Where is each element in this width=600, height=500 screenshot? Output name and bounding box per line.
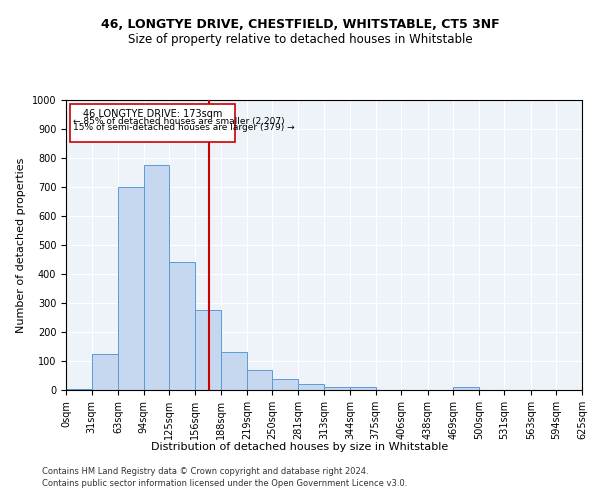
Text: Size of property relative to detached houses in Whitstable: Size of property relative to detached ho… — [128, 32, 472, 46]
Bar — [169, 262, 195, 390]
Bar — [118, 187, 143, 390]
FancyBboxPatch shape — [70, 104, 235, 142]
Text: ← 85% of detached houses are smaller (2,207): ← 85% of detached houses are smaller (2,… — [73, 116, 285, 126]
Bar — [221, 352, 247, 390]
Y-axis label: Number of detached properties: Number of detached properties — [16, 158, 26, 332]
Bar — [272, 380, 298, 390]
Bar — [453, 387, 479, 390]
Bar — [143, 166, 169, 390]
Bar — [350, 387, 376, 390]
Bar — [92, 354, 118, 390]
Bar — [247, 370, 272, 390]
Text: 15% of semi-detached houses are larger (379) →: 15% of semi-detached houses are larger (… — [73, 123, 295, 132]
Text: 46, LONGTYE DRIVE, CHESTFIELD, WHITSTABLE, CT5 3NF: 46, LONGTYE DRIVE, CHESTFIELD, WHITSTABL… — [101, 18, 499, 30]
Text: Distribution of detached houses by size in Whitstable: Distribution of detached houses by size … — [151, 442, 449, 452]
Text: Contains public sector information licensed under the Open Government Licence v3: Contains public sector information licen… — [42, 478, 407, 488]
Bar — [298, 384, 325, 390]
Text: Contains HM Land Registry data © Crown copyright and database right 2024.: Contains HM Land Registry data © Crown c… — [42, 467, 368, 476]
Bar — [325, 387, 350, 390]
Bar — [195, 310, 221, 390]
Bar — [66, 388, 92, 390]
Text: 46 LONGTYE DRIVE: 173sqm: 46 LONGTYE DRIVE: 173sqm — [83, 108, 223, 118]
